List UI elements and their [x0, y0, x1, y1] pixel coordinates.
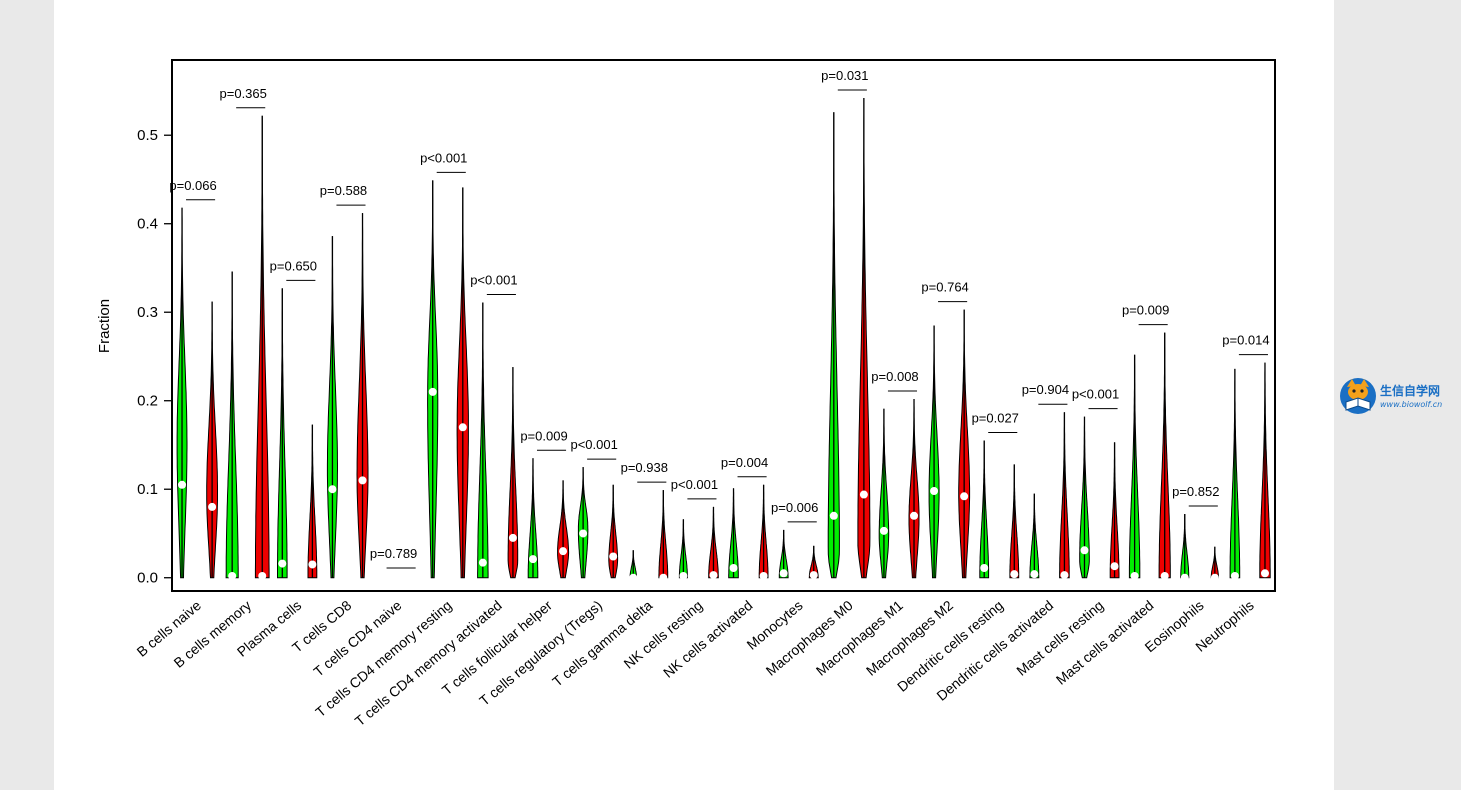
pvalue-label-8: p<0.001: [570, 437, 617, 452]
violin-chart: p=0.066 p=0.365 p=0.650 p=0.588 p=0.789 p<0.0…: [96, 59, 1276, 729]
y-tick-label-1: 0.1: [137, 481, 158, 498]
median-point-20-1: [1210, 573, 1219, 582]
median-point-9-0: [629, 573, 638, 582]
pvalue-layer: p=0.066 p=0.365 p=0.650 p=0.588 p=0.789 p<0.0…: [169, 68, 1270, 569]
pvalue-label-5: p<0.001: [420, 150, 467, 165]
median-point-16-1: [1010, 570, 1019, 579]
watermark-url: www.biowolf.cn: [1380, 400, 1442, 409]
pvalue-label-10: p<0.001: [671, 477, 718, 492]
y-axis-label: Fraction: [96, 299, 113, 353]
median-point-19-1: [1160, 571, 1169, 580]
median-point-12-0: [779, 569, 788, 578]
pvalue-label-19: p=0.009: [1122, 303, 1169, 318]
median-point-2-1: [308, 560, 317, 569]
pvalue-label-11: p=0.004: [721, 455, 768, 470]
x-tick-label-14: Macrophages M1: [813, 597, 906, 679]
median-point-15-0: [930, 486, 939, 495]
median-point-19-0: [1130, 571, 1139, 580]
pvalue-label-6: p<0.001: [470, 272, 517, 287]
median-point-18-1: [1110, 562, 1119, 571]
figure-page: p=0.066 p=0.365 p=0.650 p=0.588 p=0.789 p<0.0…: [54, 0, 1334, 790]
pvalue-label-13: p=0.031: [821, 68, 868, 83]
y-tick-label-3: 0.3: [137, 304, 158, 321]
median-point-21-0: [1230, 571, 1239, 580]
median-point-21-1: [1260, 569, 1269, 578]
pvalue-label-16: p=0.027: [972, 411, 1019, 426]
y-axis: 0.0 0.1 0.2 0.3 0.4 0.5: [137, 127, 172, 587]
median-point-17-0: [1030, 570, 1039, 579]
median-point-7-0: [528, 555, 537, 564]
median-point-7-1: [559, 547, 568, 556]
median-point-11-1: [759, 571, 768, 580]
median-point-10-0: [679, 571, 688, 580]
median-point-11-0: [729, 563, 738, 572]
median-point-1-1: [258, 571, 267, 580]
median-point-0-0: [178, 480, 187, 489]
x-tick-label-4: T cells CD4 naive: [310, 597, 404, 680]
pvalue-label-2: p=0.650: [270, 258, 317, 273]
pvalue-label-14: p=0.008: [871, 369, 918, 384]
pvalue-label-1: p=0.365: [220, 86, 267, 101]
median-point-6-0: [478, 558, 487, 567]
median-point-5-1: [458, 423, 467, 432]
median-point-14-1: [910, 511, 919, 520]
watermark-name: 生信自学网: [1380, 383, 1440, 398]
median-point-3-1: [358, 476, 367, 485]
median-point-18-0: [1080, 546, 1089, 555]
pvalue-label-3: p=0.588: [320, 183, 367, 198]
y-tick-label-2: 0.2: [137, 393, 158, 410]
y-tick-label-0: 0.0: [137, 570, 158, 587]
median-point-3-0: [328, 485, 337, 494]
median-point-13-1: [859, 490, 868, 499]
pvalue-label-15: p=0.764: [921, 280, 968, 295]
pvalue-label-21: p=0.014: [1222, 333, 1269, 348]
median-point-10-1: [709, 571, 718, 580]
wolf-book-icon: [1340, 378, 1376, 414]
median-point-13-0: [829, 511, 838, 520]
median-point-9-1: [659, 573, 668, 582]
median-point-4-0: [378, 573, 387, 582]
median-point-2-0: [278, 559, 287, 568]
y-tick-label-5: 0.5: [137, 127, 158, 144]
x-tick-label-11: NK cells activated: [660, 597, 756, 681]
median-point-15-1: [960, 492, 969, 501]
pvalue-label-18: p<0.001: [1072, 387, 1119, 402]
median-point-5-0: [428, 387, 437, 396]
median-point-1-0: [228, 571, 237, 580]
pvalue-label-20: p=0.852: [1172, 484, 1219, 499]
pvalue-label-7: p=0.009: [520, 428, 567, 443]
median-point-14-0: [879, 526, 888, 535]
pvalue-label-17: p=0.904: [1022, 382, 1069, 397]
y-tick-label-4: 0.4: [137, 216, 158, 233]
median-point-6-1: [508, 533, 517, 542]
violins-layer: [176, 98, 1271, 582]
median-point-4-1: [408, 573, 417, 582]
median-point-12-1: [809, 571, 818, 580]
median-point-17-1: [1060, 571, 1069, 580]
x-tick-label-18: Mast cells resting: [1013, 597, 1106, 679]
pvalue-label-0: p=0.066: [169, 178, 216, 193]
pvalue-label-4: p=0.789: [370, 546, 417, 561]
plot-frame: [171, 59, 1276, 592]
median-point-0-1: [208, 502, 217, 511]
watermark: 生信自学网 www.biowolf.cn: [1338, 376, 1458, 416]
median-point-16-0: [980, 563, 989, 572]
x-tick-label-15: Macrophages M2: [863, 597, 956, 679]
median-point-8-1: [609, 552, 618, 561]
x-tick-label-13: Macrophages M0: [763, 597, 856, 679]
pvalue-label-12: p=0.006: [771, 500, 818, 515]
median-point-20-0: [1180, 573, 1189, 582]
pvalue-label-9: p=0.938: [621, 460, 668, 475]
median-point-8-0: [579, 529, 588, 538]
